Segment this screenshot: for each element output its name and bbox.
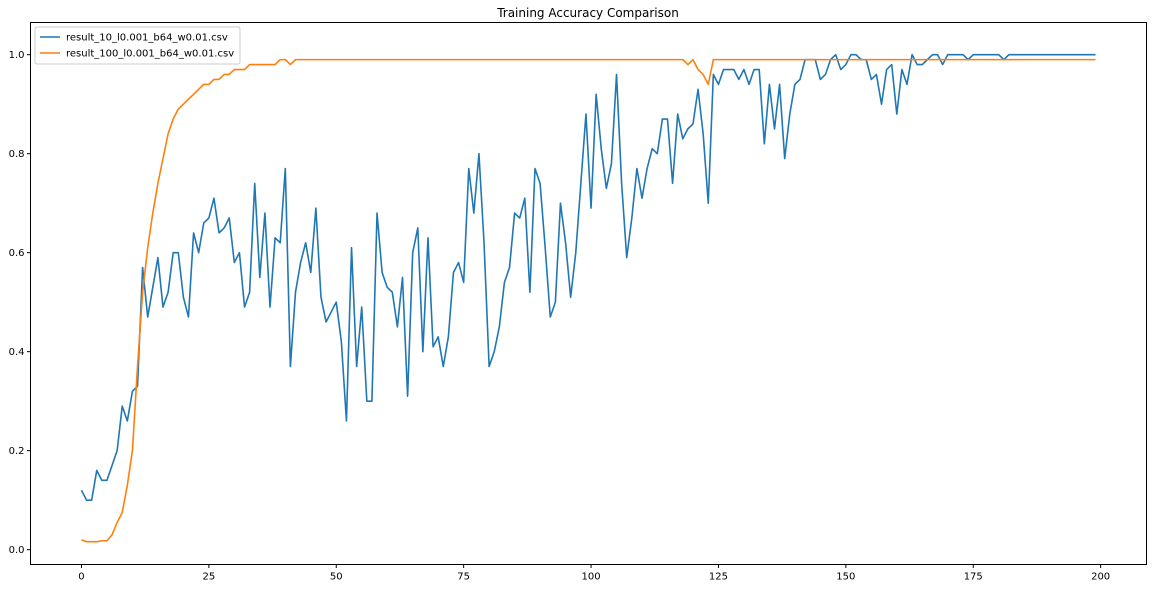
series-line-2 bbox=[81, 58, 1096, 543]
x-tick-label: 100 bbox=[582, 572, 601, 583]
axes-frame bbox=[30, 22, 1147, 565]
plot-area bbox=[80, 53, 1096, 543]
legend-label-series-2: result_100_l0.001_b64_w0.01.csv bbox=[66, 49, 234, 60]
series-line-1 bbox=[80, 53, 1096, 501]
x-tick-label: 75 bbox=[457, 572, 470, 583]
y-tick-label: 0.4 bbox=[9, 347, 25, 358]
legend-box bbox=[34, 26, 241, 65]
y-axis: 0.0 0.2 0.4 0.6 0.8 1.0 bbox=[9, 50, 31, 556]
chart-title: Training Accuracy Comparison bbox=[496, 6, 679, 20]
x-tick-label: 50 bbox=[330, 572, 343, 583]
x-tick-label: 200 bbox=[1091, 572, 1110, 583]
x-tick-label: 0 bbox=[78, 572, 84, 583]
y-tick-label: 0.6 bbox=[9, 248, 25, 259]
y-tick-label: 1.0 bbox=[9, 50, 25, 61]
x-tick-label: 125 bbox=[709, 572, 728, 583]
legend: result_10_l0.001_b64_w0.01.csv result_10… bbox=[34, 26, 241, 65]
x-tick-label: 175 bbox=[964, 572, 983, 583]
x-tick-label: 25 bbox=[202, 572, 215, 583]
y-tick-label: 0.8 bbox=[9, 149, 25, 160]
y-tick-label: 0.0 bbox=[9, 545, 25, 556]
x-axis: 0 25 50 75 100 125 150 175 200 bbox=[78, 564, 1110, 583]
y-tick-label: 0.2 bbox=[9, 446, 25, 457]
legend-label-series-1: result_10_l0.001_b64_w0.01.csv bbox=[66, 33, 228, 44]
x-tick-label: 150 bbox=[836, 572, 855, 583]
